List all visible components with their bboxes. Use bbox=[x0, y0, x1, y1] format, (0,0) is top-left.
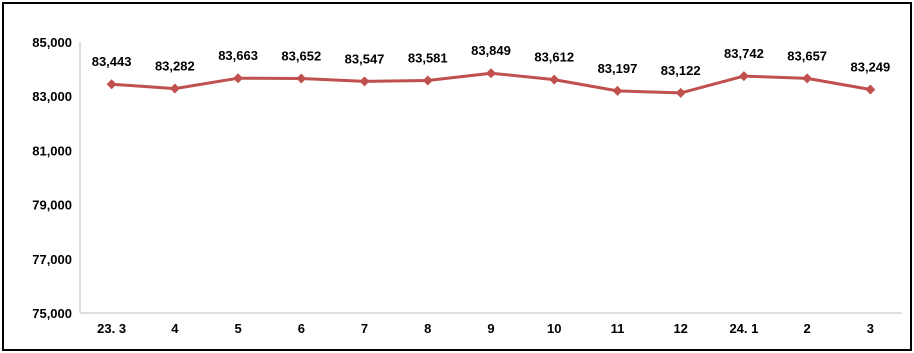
data-labels: 83,443 83,282 83,663 83,652 83,547 83,581 83,8… bbox=[92, 43, 891, 78]
y-tick-label: 79,000 bbox=[32, 198, 72, 213]
data-label: 83,122 bbox=[661, 63, 701, 78]
x-tick-label: 12 bbox=[673, 321, 687, 336]
data-point-marker bbox=[359, 76, 370, 87]
y-tick-label: 81,000 bbox=[32, 143, 72, 158]
y-tick-labels: 75,000 77,000 79,000 81,000 83,000 85,000 bbox=[32, 35, 72, 321]
x-tick-label: 2 bbox=[804, 321, 811, 336]
data-point-marker bbox=[296, 73, 307, 84]
x-tick-label: 6 bbox=[298, 321, 305, 336]
data-label: 83,197 bbox=[598, 61, 638, 76]
data-point-marker bbox=[169, 83, 180, 94]
x-tick-label: 7 bbox=[361, 321, 368, 336]
data-label: 83,249 bbox=[851, 59, 891, 74]
x-tick-labels: 23. 3 4 5 6 7 8 9 10 11 12 24. 1 2 3 bbox=[97, 321, 874, 336]
y-tick-label: 77,000 bbox=[32, 252, 72, 267]
x-tick-label: 23. 3 bbox=[97, 321, 126, 336]
data-markers bbox=[106, 68, 876, 98]
y-tick-label: 85,000 bbox=[32, 35, 72, 50]
x-tick-label: 9 bbox=[487, 321, 494, 336]
data-point-marker bbox=[802, 73, 813, 84]
data-label: 83,849 bbox=[471, 43, 511, 58]
y-tick-label: 75,000 bbox=[32, 306, 72, 321]
data-label: 83,581 bbox=[408, 50, 448, 65]
x-tick-label: 11 bbox=[611, 321, 625, 336]
data-point-marker bbox=[486, 68, 496, 79]
data-label: 83,547 bbox=[345, 51, 385, 66]
data-label: 83,663 bbox=[218, 48, 258, 63]
data-label: 83,742 bbox=[724, 46, 764, 61]
data-label: 83,282 bbox=[155, 59, 195, 74]
x-tick-label: 4 bbox=[171, 321, 179, 336]
x-tick-label: 3 bbox=[867, 321, 874, 336]
data-label: 83,657 bbox=[787, 48, 827, 63]
data-point-marker bbox=[612, 85, 623, 96]
data-label: 83,612 bbox=[534, 50, 574, 65]
x-tick-label: 8 bbox=[424, 321, 431, 336]
data-point-marker bbox=[738, 71, 749, 82]
data-label: 83,652 bbox=[281, 49, 321, 64]
data-point-marker bbox=[422, 75, 433, 86]
x-tick-label: 24. 1 bbox=[729, 321, 758, 336]
data-point-marker bbox=[865, 84, 876, 95]
y-tick-label: 83,000 bbox=[32, 89, 72, 104]
data-point-marker bbox=[106, 79, 117, 90]
data-label: 83,443 bbox=[92, 54, 132, 69]
data-point-marker bbox=[675, 87, 686, 98]
x-tick-label: 5 bbox=[234, 321, 241, 336]
data-point-marker bbox=[549, 74, 560, 85]
data-point-marker bbox=[233, 73, 244, 84]
x-tick-label: 10 bbox=[547, 321, 561, 336]
